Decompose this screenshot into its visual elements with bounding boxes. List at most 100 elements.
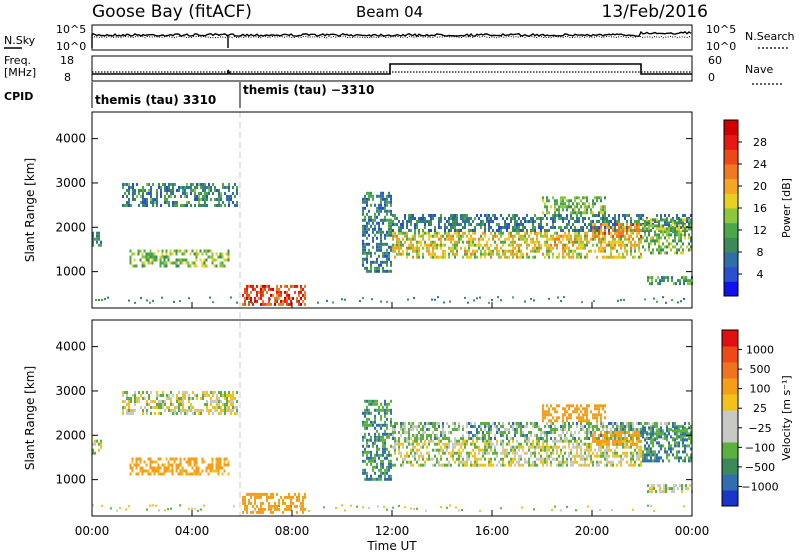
echo-cell — [586, 243, 588, 247]
echo-cell — [426, 220, 428, 223]
echo-cell — [388, 450, 390, 454]
echo-cell — [372, 441, 374, 445]
echo-cell — [472, 463, 474, 467]
echo-cell — [618, 428, 620, 431]
echo-cell — [636, 234, 638, 238]
echo-cell — [454, 422, 456, 425]
echo-cell — [588, 454, 590, 458]
echo-cell — [502, 422, 504, 425]
echo-cell — [147, 469, 150, 473]
echo-cell — [648, 459, 650, 463]
echo-cell — [464, 246, 466, 250]
echo-cell — [388, 468, 390, 472]
echo-cell — [210, 403, 212, 406]
echo-cell — [386, 194, 388, 198]
echo-cell — [130, 409, 132, 412]
echo-cell — [588, 451, 590, 455]
echo-cell — [163, 264, 166, 268]
echo-cell — [640, 214, 642, 217]
ground-scatter-cell — [656, 300, 658, 303]
echo-cell — [570, 434, 572, 437]
echo-cell — [658, 248, 660, 252]
echo-cell — [620, 237, 622, 241]
echo-cell — [398, 439, 400, 443]
echo-cell — [256, 293, 258, 297]
echo-cell — [654, 230, 656, 234]
echo-cell — [681, 276, 683, 280]
echo-cell — [196, 397, 198, 400]
echo-cell — [472, 425, 474, 428]
echo-cell — [404, 454, 406, 458]
echo-cell — [626, 252, 628, 256]
echo-cell — [227, 252, 230, 256]
echo-cell — [426, 437, 428, 440]
echo-cell — [546, 237, 548, 241]
nsearch-label: N.Search — [745, 30, 795, 43]
echo-cell — [442, 463, 444, 467]
echo-cell — [418, 463, 420, 467]
echo-cell — [206, 204, 208, 207]
echo-cell — [163, 466, 166, 470]
echo-cell — [448, 229, 450, 232]
echo-cell — [124, 204, 126, 207]
echo-cell — [122, 409, 124, 412]
echo-cell — [616, 454, 618, 458]
echo-cell — [362, 212, 364, 216]
echo-cell — [96, 240, 98, 244]
echo-cell — [568, 223, 570, 226]
echo-cell — [177, 264, 180, 268]
echo-cell — [648, 450, 650, 454]
echo-cell — [380, 203, 382, 207]
echo-cell — [638, 451, 640, 455]
echo-cell — [126, 195, 128, 198]
ground-scatter-cell — [341, 298, 343, 301]
echo-cell — [524, 457, 526, 461]
echo-cell — [588, 431, 590, 434]
echo-cell — [564, 234, 566, 238]
echo-cell — [560, 240, 562, 244]
echo-cell — [524, 240, 526, 244]
echo-cell — [590, 448, 592, 452]
echo-cell — [300, 284, 302, 288]
echo-cell — [444, 431, 446, 434]
echo-cell — [132, 183, 134, 186]
echo-cell — [132, 394, 134, 397]
echo-cell — [454, 231, 456, 235]
echo-cell — [146, 192, 148, 195]
echo-cell — [296, 284, 298, 288]
echo-cell — [132, 412, 134, 415]
echo-cell — [578, 407, 580, 411]
echo-cell — [440, 463, 442, 467]
echo-cell — [624, 431, 626, 434]
echo-cell — [390, 212, 392, 216]
echo-cell — [612, 433, 614, 437]
echo-cell — [676, 453, 678, 457]
y-tick-label: 1000 — [55, 265, 86, 279]
echo-cell — [474, 252, 476, 256]
echo-cell — [414, 249, 416, 253]
echo-cell — [196, 183, 198, 186]
colorbar-tick-label: 24 — [753, 158, 767, 171]
echo-cell — [542, 217, 544, 220]
echo-cell — [408, 252, 410, 256]
echo-cell — [412, 463, 414, 467]
echo-cell — [656, 233, 658, 237]
echo-cell — [376, 438, 378, 442]
echo-cell — [304, 492, 306, 496]
echo-cell — [197, 466, 200, 470]
echo-cell — [226, 406, 228, 409]
echo-cell — [684, 224, 686, 228]
echo-cell — [570, 217, 572, 220]
echo-cell — [490, 439, 492, 443]
echo-cell — [588, 442, 590, 446]
echo-cell — [604, 430, 606, 434]
echo-cell — [446, 226, 448, 229]
echo-cell — [410, 422, 412, 425]
echo-cell — [685, 276, 687, 280]
echo-cell — [502, 243, 504, 247]
echo-cell — [432, 463, 434, 467]
echo-cell — [584, 211, 586, 215]
echo-cell — [462, 439, 464, 443]
echo-cell — [674, 230, 676, 234]
echo-cell — [602, 433, 604, 437]
